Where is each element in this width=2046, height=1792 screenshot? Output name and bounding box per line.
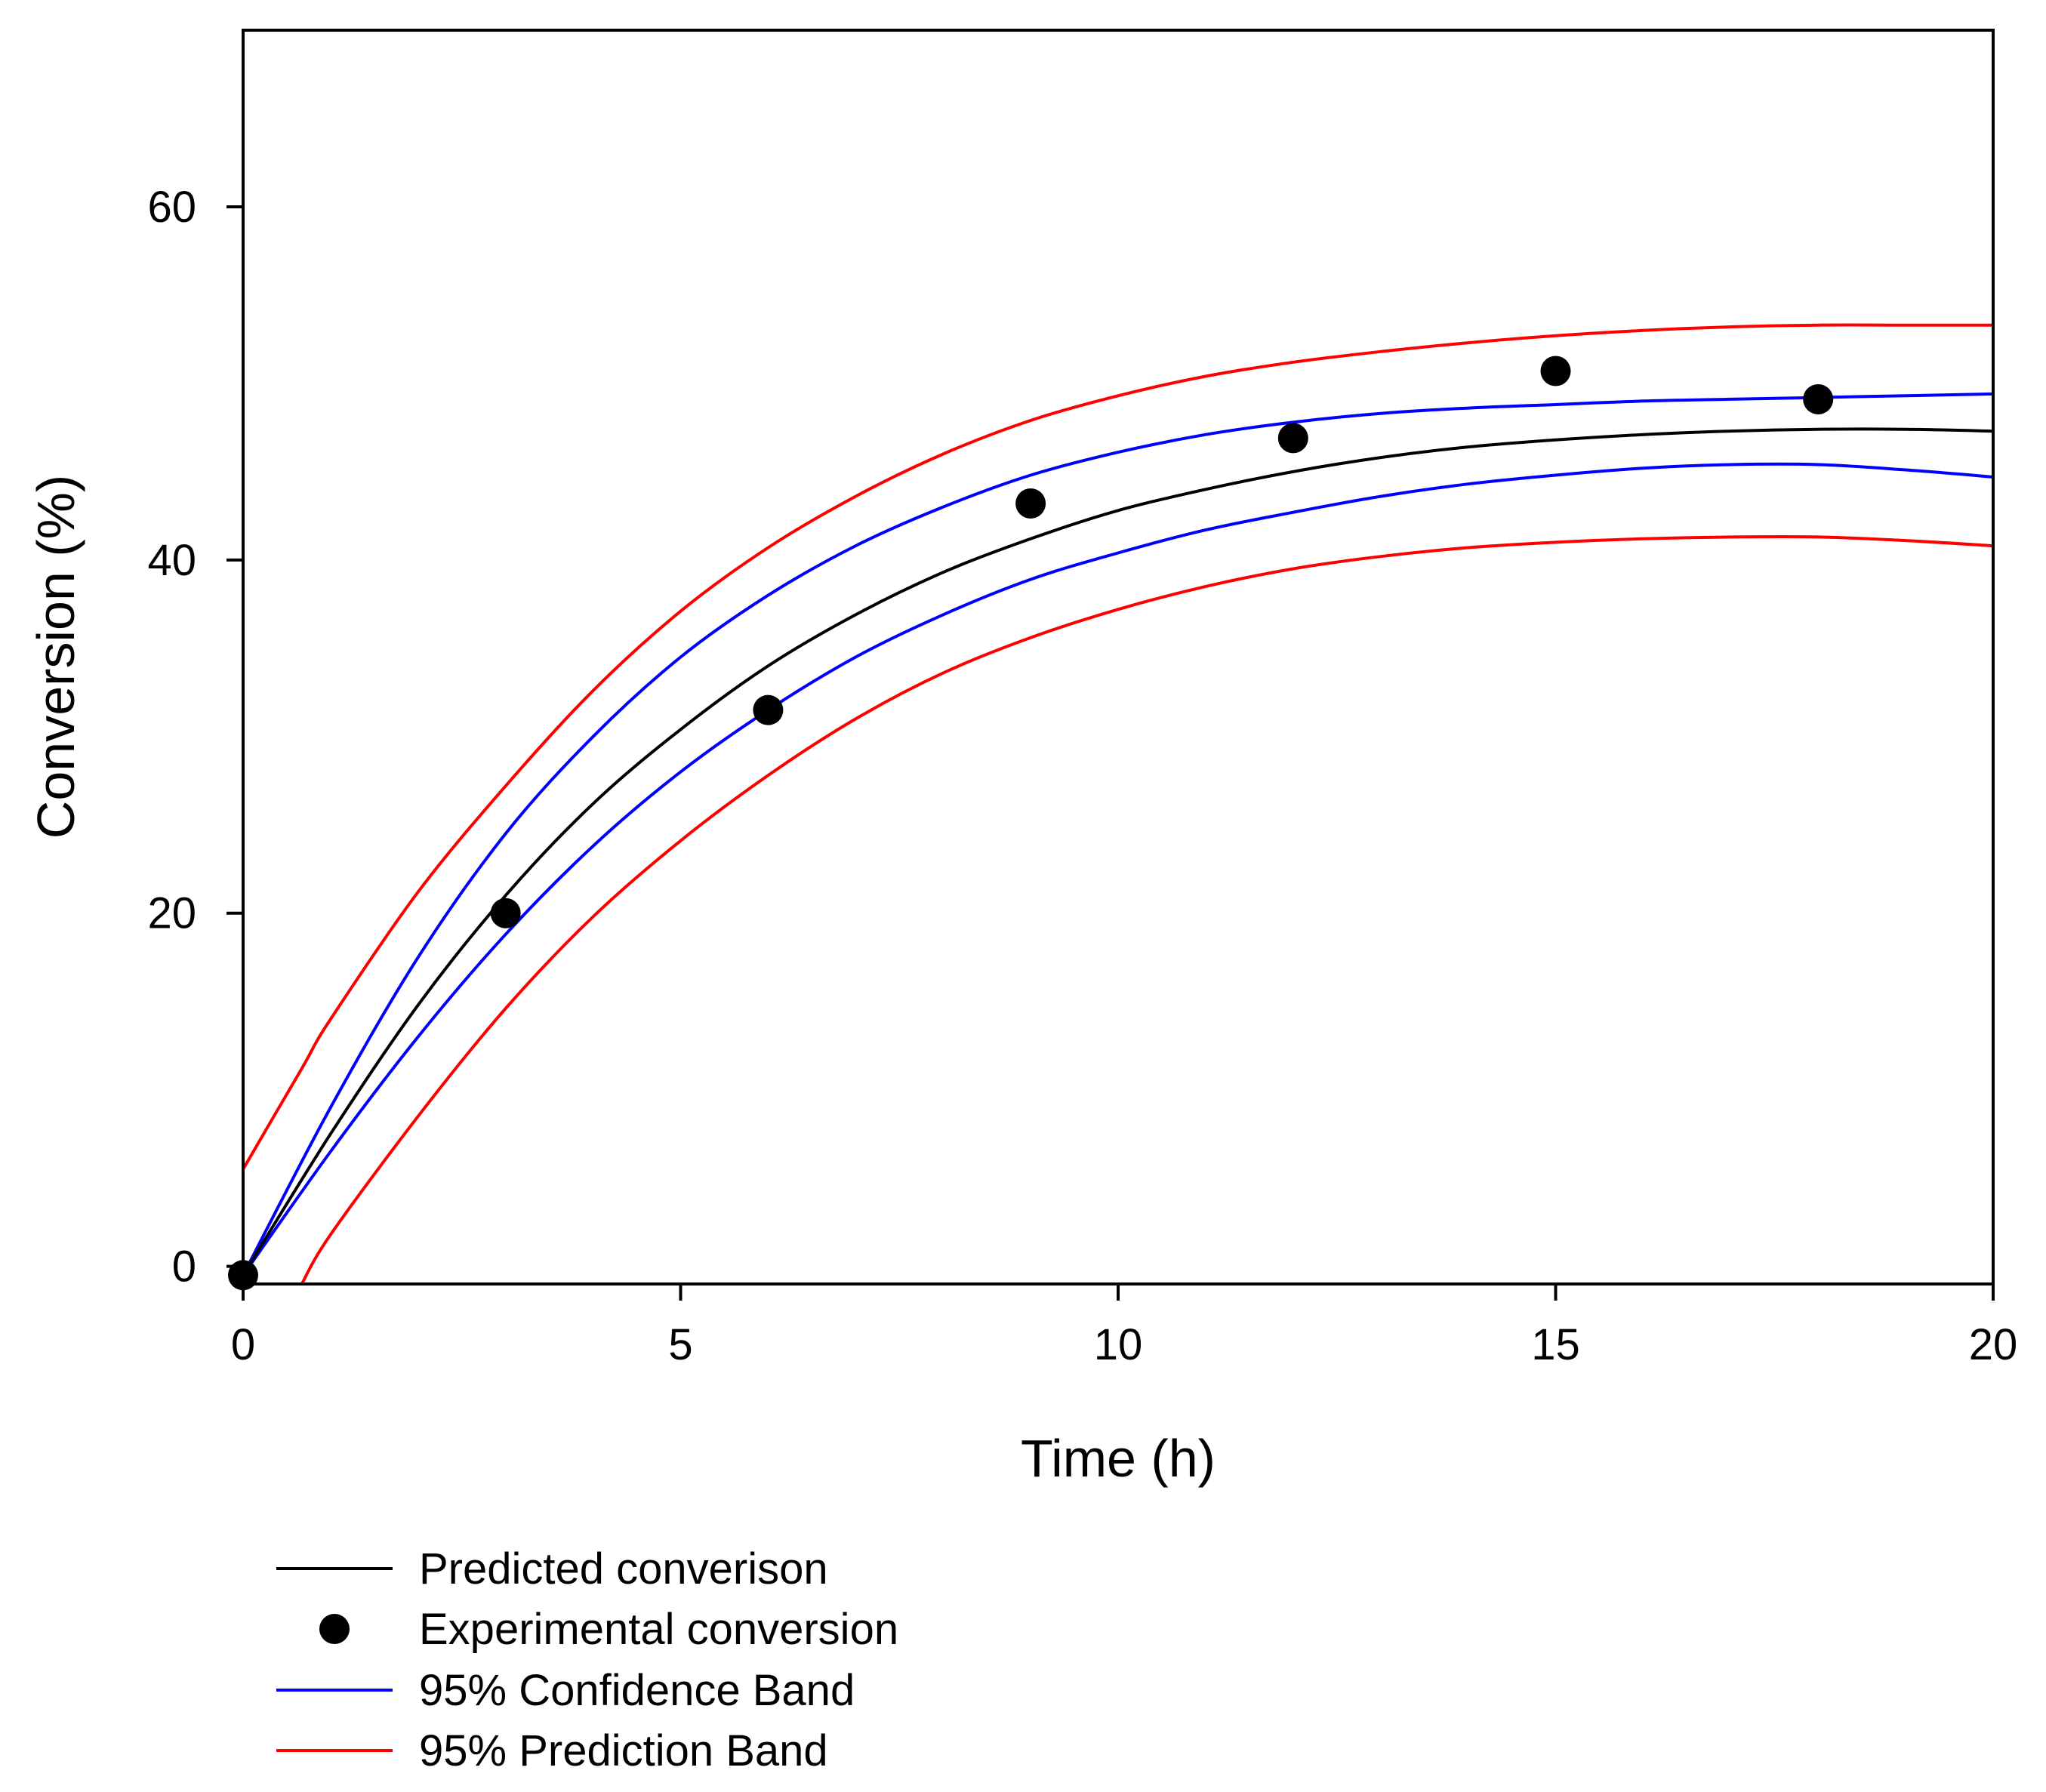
scatter-layer xyxy=(228,356,1834,1291)
y-axis-title: Conversion (%) xyxy=(26,475,85,839)
x-axis-title: Time (h) xyxy=(1021,1429,1216,1488)
legend-label-prediction: 95% Prediction Band xyxy=(419,1726,828,1775)
95-confidence-band-lower-line xyxy=(243,462,1993,1276)
legend: Predicted converison Experimental conver… xyxy=(276,1544,898,1775)
x-tick-label: 0 xyxy=(231,1320,255,1369)
y-tick-label: 20 xyxy=(147,889,196,938)
y-tick-label: 0 xyxy=(172,1242,196,1292)
x-tick-label: 20 xyxy=(1969,1320,2018,1369)
data-point xyxy=(1803,383,1834,414)
data-point xyxy=(753,694,784,725)
95-prediction-band-lower-line xyxy=(300,534,1993,1284)
y-tick-label: 60 xyxy=(147,183,196,232)
x-tick-label: 10 xyxy=(1094,1320,1143,1369)
data-point xyxy=(1277,423,1308,454)
legend-swatch-experimental xyxy=(319,1614,350,1644)
data-point xyxy=(490,898,521,928)
legend-label-predicted: Predicted converison xyxy=(419,1544,828,1593)
plot-frame xyxy=(242,29,1995,1285)
legend-label-confidence: 95% Confidence Band xyxy=(419,1666,855,1715)
95-confidence-band-upper-line xyxy=(243,392,1993,1276)
predicted-converison-line xyxy=(243,427,1993,1276)
series-layer xyxy=(243,323,1993,1284)
legend-label-experimental: Experimental conversion xyxy=(419,1605,898,1654)
axis-ticks: 0 5 10 15 20 0 20 40 60 xyxy=(147,183,2017,1369)
x-tick-label: 15 xyxy=(1531,1320,1580,1369)
x-tick-label: 5 xyxy=(668,1320,692,1369)
data-point xyxy=(1015,488,1046,519)
95-prediction-band-upper-line xyxy=(243,323,1993,1170)
y-tick-label: 40 xyxy=(147,536,196,585)
data-point xyxy=(1540,356,1571,386)
